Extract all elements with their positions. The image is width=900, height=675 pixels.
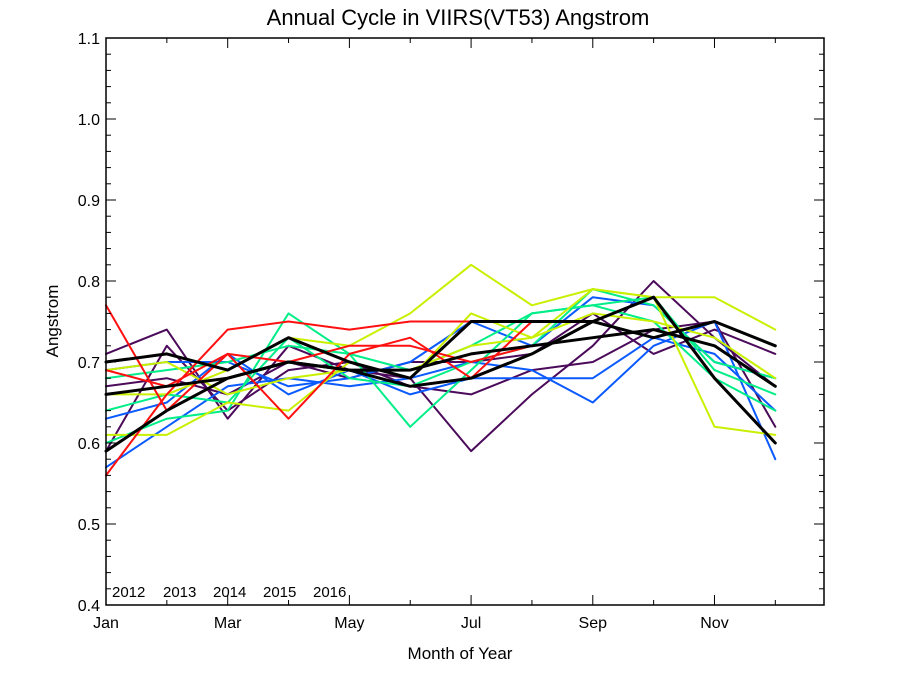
y-tick-label: 0.4 xyxy=(78,598,100,615)
x-axis-label: Month of Year xyxy=(408,644,513,663)
legend-label-2016: 2016 xyxy=(313,584,346,601)
series-line-2013-4 xyxy=(105,320,777,469)
x-tick-label: May xyxy=(334,615,364,632)
y-tick-label: 0.6 xyxy=(78,436,100,453)
x-tick-label: Jan xyxy=(93,615,119,632)
series-line-2016-13 xyxy=(105,304,533,420)
y-tick-label: 1.1 xyxy=(78,31,100,48)
x-tick-label: Sep xyxy=(579,615,608,632)
y-axis-label: Angstrom xyxy=(43,285,62,358)
series-line-2016-14 xyxy=(105,320,533,477)
series-line-2015-10 xyxy=(105,288,777,436)
y-tick-label: 0.9 xyxy=(78,193,100,210)
legend-label-2015: 2015 xyxy=(263,584,296,601)
axis-ticks: Jan Mar May Jul Sep Nov 0.4 0.5 0.6 0.7 0.8 0.9 1.0 1… xyxy=(78,31,824,632)
x-tick-label: Nov xyxy=(700,615,728,632)
series-line-2016-15 xyxy=(105,344,533,388)
chart-title: Annual Cycle in VIIRS(VT53) Angstrom xyxy=(267,5,650,30)
legend-label-2012: 2012 xyxy=(112,584,145,601)
legend-label-2013: 2013 xyxy=(163,584,196,601)
x-tick-label: Jul xyxy=(461,615,481,632)
legend-label-2014: 2014 xyxy=(213,584,246,601)
plot-frame xyxy=(105,37,825,606)
series-line-2015-11 xyxy=(105,263,777,436)
y-tick-label: 0.8 xyxy=(78,274,100,291)
series-line-2014-8 xyxy=(105,288,777,412)
y-tick-label: 0.7 xyxy=(78,355,100,372)
series-line-2012-2 xyxy=(105,320,777,453)
y-tick-label: 1.0 xyxy=(78,112,100,129)
series-line-mean-17 xyxy=(104,328,777,396)
legend: 2012 2013 2014 2015 2016 xyxy=(112,584,346,601)
series-line-2012-1 xyxy=(105,280,777,453)
x-tick-label: Mar xyxy=(214,615,242,632)
series-line-mean-16 xyxy=(104,295,777,453)
series-layer xyxy=(104,263,777,477)
series-line-mean-18 xyxy=(104,320,777,380)
y-tick-label: 0.5 xyxy=(78,517,100,534)
